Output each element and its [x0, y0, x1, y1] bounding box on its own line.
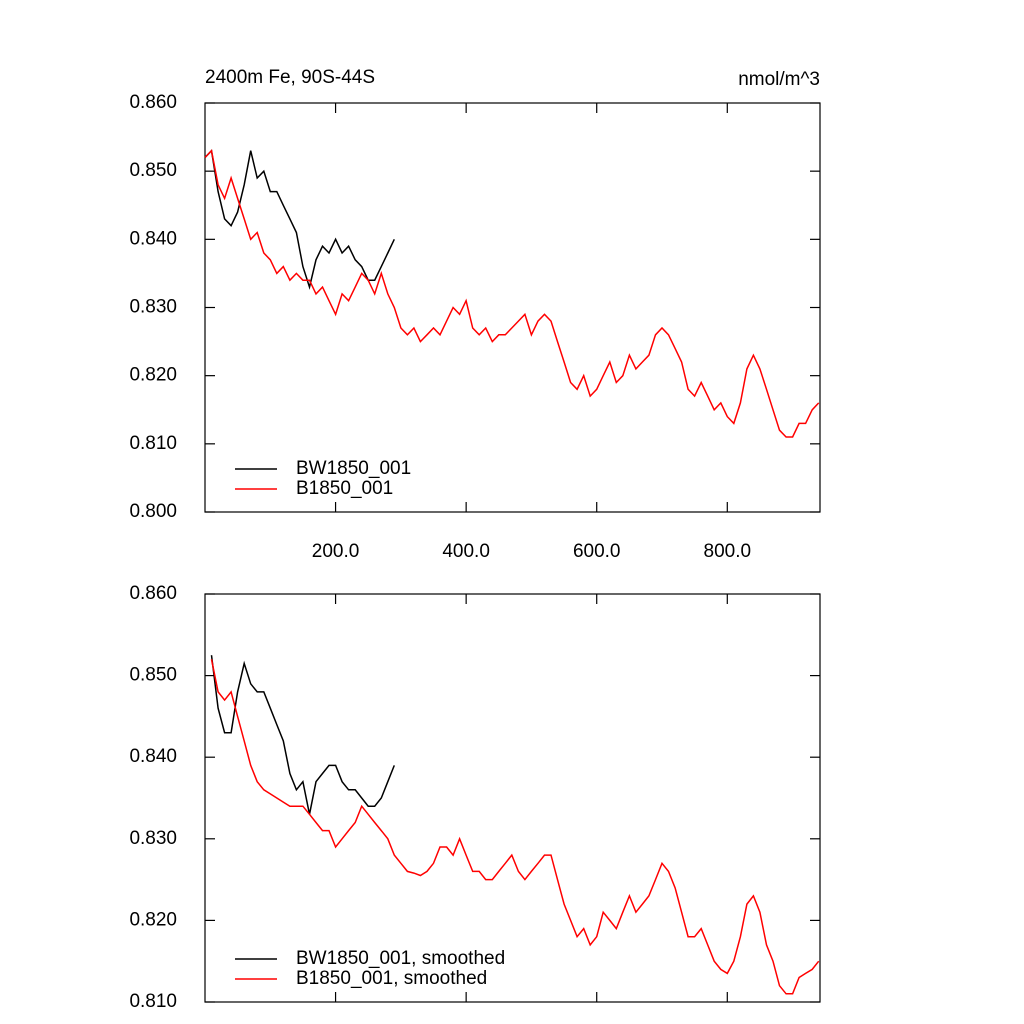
- plot-frame: [204, 102, 821, 513]
- x-tick-label: 200.0: [312, 541, 360, 562]
- chart-title: 2400m Fe, 90S-44S: [205, 67, 375, 88]
- y-tick-label: 0.850: [129, 160, 177, 181]
- data-line: [204, 149, 820, 438]
- data-line: [210, 659, 820, 995]
- y-tick-label: 0.820: [129, 365, 177, 386]
- legend-label: BW1850_001: [296, 458, 411, 479]
- y-tick-label: 0.820: [129, 909, 177, 930]
- legend-label: B1850_001, smoothed: [296, 968, 487, 989]
- y-tick-label: 0.810: [129, 991, 177, 1012]
- x-tick-label: 600.0: [573, 541, 621, 562]
- y-tick-label: 0.830: [129, 828, 177, 849]
- data-line: [210, 655, 395, 815]
- y-tick-label: 0.840: [129, 228, 177, 249]
- units-label: nmol/m^3: [738, 69, 820, 90]
- y-tick-label: 0.840: [129, 746, 177, 767]
- y-tick-label: 0.830: [129, 297, 177, 318]
- plot-frame: [204, 593, 821, 1003]
- y-tick-label: 0.800: [129, 501, 177, 522]
- y-tick-label: 0.850: [129, 665, 177, 686]
- x-tick-label: 400.0: [442, 541, 490, 562]
- data-line: [204, 149, 395, 290]
- y-tick-label: 0.810: [129, 433, 177, 454]
- legend-label: BW1850_001, smoothed: [296, 948, 505, 969]
- y-tick-label: 0.860: [129, 92, 177, 113]
- legend-label: B1850_001: [296, 478, 393, 499]
- x-tick-label: 800.0: [704, 541, 752, 562]
- y-tick-label: 0.860: [129, 583, 177, 604]
